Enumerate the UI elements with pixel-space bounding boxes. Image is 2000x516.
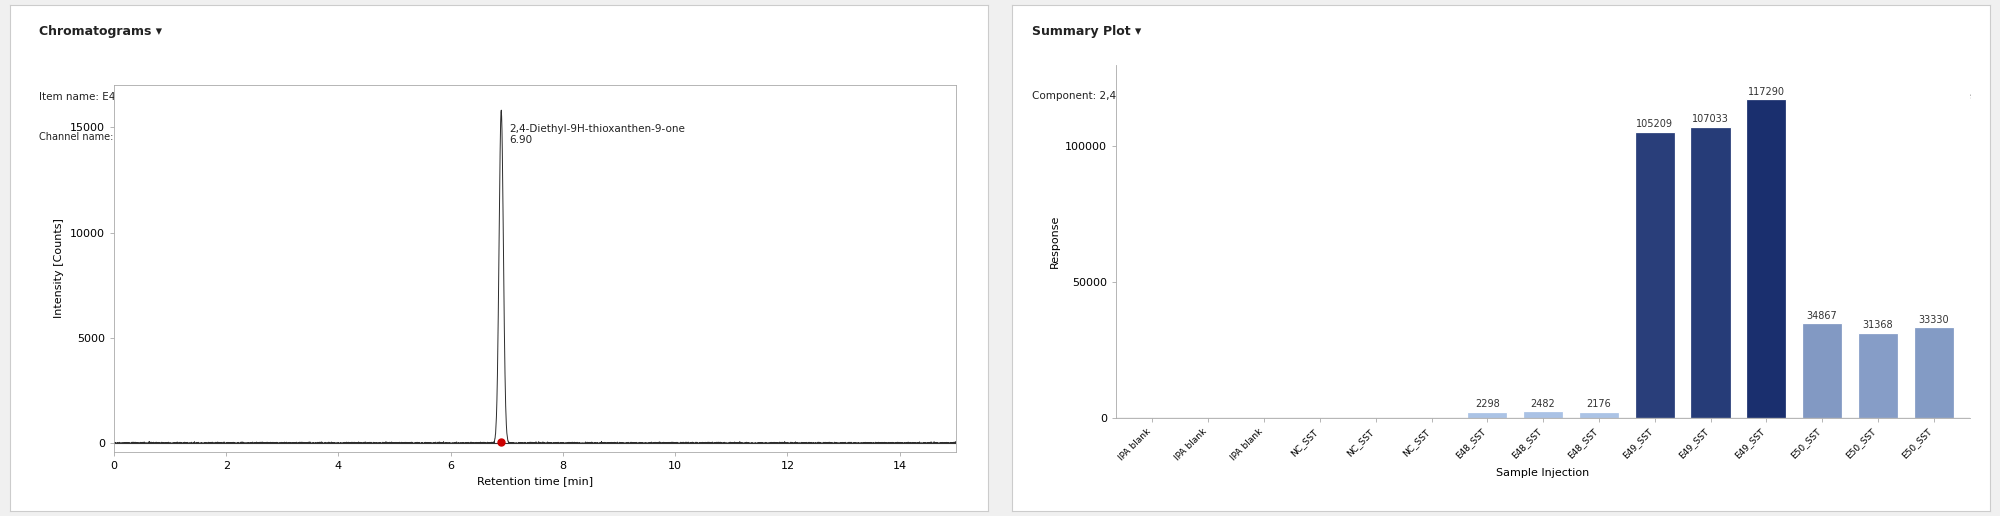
X-axis label: Retention time [min]: Retention time [min] bbox=[476, 476, 592, 486]
Text: 31368: 31368 bbox=[1862, 320, 1894, 330]
Text: 34867: 34867 bbox=[1806, 311, 1838, 320]
Bar bbox=[1746, 99, 1786, 418]
Bar bbox=[1690, 127, 1730, 418]
Bar bbox=[1914, 327, 1954, 418]
X-axis label: Sample Injection: Sample Injection bbox=[1496, 468, 1590, 478]
Text: 2482: 2482 bbox=[1530, 399, 1556, 409]
Text: Component: 2,4-Diethyl-9H-thioxanthen-9-one: Component: 2,4-Diethyl-9H-thioxanthen-9-… bbox=[1032, 91, 1276, 101]
Text: Chromatograms ▾: Chromatograms ▾ bbox=[40, 25, 162, 38]
Bar bbox=[1802, 323, 1842, 418]
Bar bbox=[1858, 333, 1898, 418]
Text: 117290: 117290 bbox=[1748, 87, 1784, 96]
Bar bbox=[1524, 411, 1564, 418]
Text: 105209: 105209 bbox=[1636, 119, 1674, 130]
Text: Summarized by: Response: Summarized by: Response bbox=[1832, 91, 1970, 101]
Text: Summary Plot ▾: Summary Plot ▾ bbox=[1032, 25, 1142, 38]
Y-axis label: Response: Response bbox=[1050, 215, 1060, 268]
Text: 2,4-Diethyl-9H-thioxanthen-9-one
6.90: 2,4-Diethyl-9H-thioxanthen-9-one 6.90 bbox=[510, 124, 686, 146]
Text: Item name: E48_SST: Item name: E48_SST bbox=[40, 91, 148, 102]
Text: 33330: 33330 bbox=[1918, 315, 1950, 325]
Text: Channel name: 2,4-Diethyl-9H-thioxanthen-9-one [+H] : (42.6 PPM) 269.0995: Channel name: 2,4-Diethyl-9H-thioxanthen… bbox=[40, 132, 420, 141]
Text: 107033: 107033 bbox=[1692, 115, 1728, 124]
Bar bbox=[1578, 412, 1620, 418]
Bar bbox=[1468, 412, 1508, 418]
Text: 2298: 2298 bbox=[1474, 399, 1500, 409]
Text: 2176: 2176 bbox=[1586, 399, 1612, 410]
Bar bbox=[1634, 132, 1674, 418]
Y-axis label: Intensity [Counts]: Intensity [Counts] bbox=[54, 218, 64, 318]
